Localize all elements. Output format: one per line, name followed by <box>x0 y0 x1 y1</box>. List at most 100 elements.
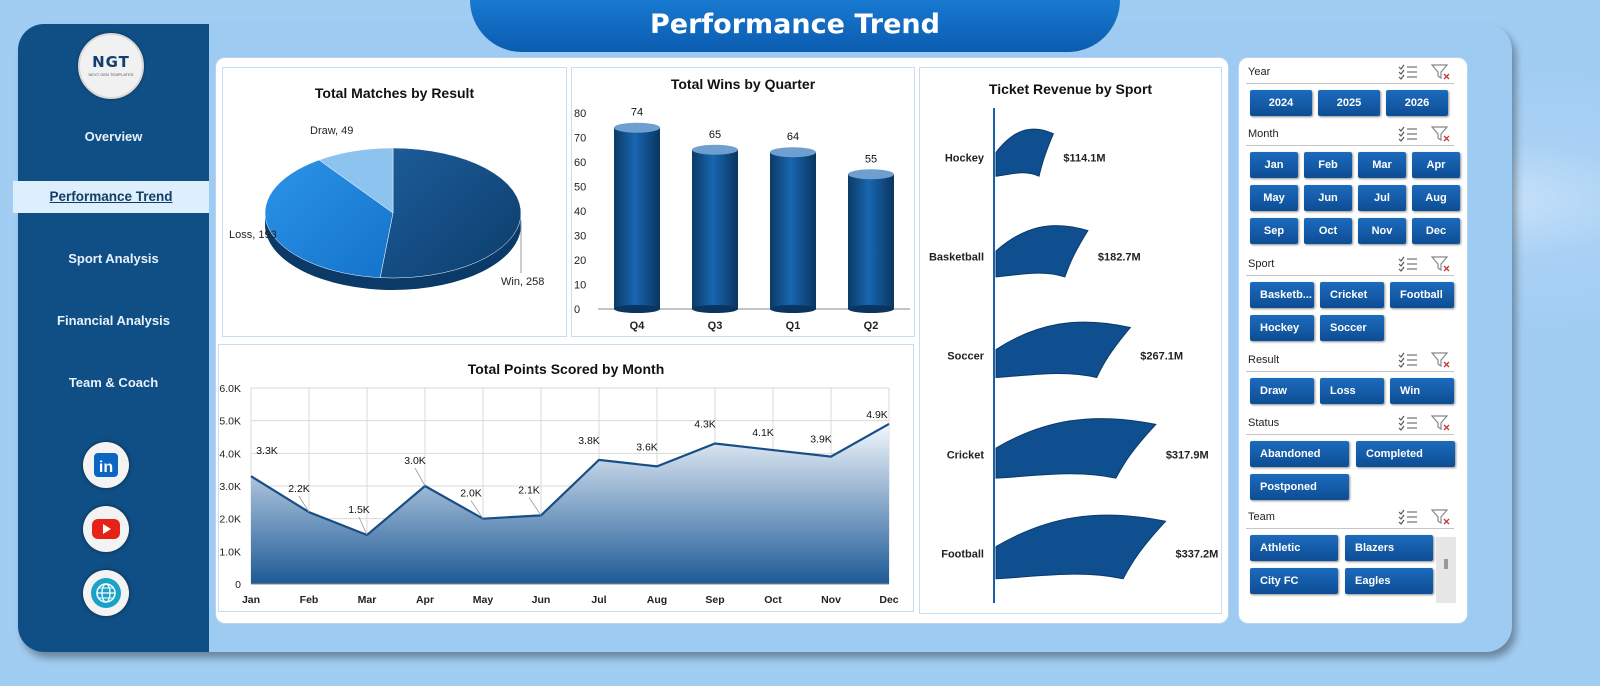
a-line <box>250 422 890 537</box>
r-category-label: Soccer <box>947 351 984 363</box>
quarter-bar-chart: 0 10 20 30 40 50 60 70 80 74 Q4 65 Q3 64 Q1 55 Q2 <box>574 107 910 332</box>
clear-filter-icon[interactable] <box>1430 509 1451 530</box>
slicer-item-month[interactable]: Aug <box>1412 185 1460 211</box>
multi-select-icon[interactable] <box>1398 64 1418 85</box>
pie-label-win: Win, 258 <box>501 276 544 288</box>
clear-filter-icon[interactable] <box>1430 415 1451 436</box>
r-bar-hockey <box>995 128 1055 177</box>
slicer-item-month[interactable]: Jul <box>1358 185 1406 211</box>
globe-icon[interactable] <box>83 570 129 616</box>
r-bar-soccer <box>995 321 1132 379</box>
team-slicer-scrollbar[interactable] <box>1436 537 1456 603</box>
slicer-item-team[interactable]: Athletic <box>1250 535 1338 561</box>
slicer-item-month[interactable]: Jan <box>1250 152 1298 178</box>
multi-select-icon[interactable] <box>1398 256 1418 277</box>
slicer-item-team[interactable]: Blazers <box>1345 535 1433 561</box>
nav-financial-analysis[interactable]: Financial Analysis <box>57 313 170 328</box>
a-xtick: Apr <box>416 594 434 606</box>
clear-filter-icon[interactable] <box>1430 126 1451 147</box>
slicer-title-result: Result <box>1248 354 1280 366</box>
pie-chart-title: Total Matches by Result <box>314 85 475 101</box>
slicer-item-team[interactable]: Eagles <box>1345 568 1433 594</box>
a-leader <box>298 495 310 513</box>
quarter-chart-card: Total Wins by Quarter 0 10 20 30 40 50 60 70 80 7… <box>571 67 915 337</box>
a-ytick: 1.0K <box>219 546 241 558</box>
multi-select-icon[interactable] <box>1398 126 1418 147</box>
a-xtick: Oct <box>764 594 782 606</box>
multi-select-icon[interactable] <box>1398 509 1418 530</box>
slicer-item-month[interactable]: May <box>1250 185 1298 211</box>
a-xtick: Sep <box>705 594 724 606</box>
clear-filter-icon[interactable] <box>1430 64 1451 85</box>
a-value-label: 1.5K <box>348 504 370 516</box>
slicer-item-year[interactable]: 2025 <box>1318 90 1380 116</box>
slicer-item-month[interactable]: Apr <box>1412 152 1460 178</box>
slicer-item-status[interactable]: Abandoned <box>1250 441 1349 467</box>
r-value-label: $267.1M <box>1140 351 1183 363</box>
slicer-item-year[interactable]: 2024 <box>1250 90 1312 116</box>
q-bar-top <box>692 144 738 155</box>
q-value-label: 55 <box>865 153 877 165</box>
a-xtick: Jul <box>591 594 606 606</box>
slicer-item-month[interactable]: Mar <box>1358 152 1406 178</box>
sidebar: NGT NEXT GEN TEMPLATES Overview Performa… <box>13 24 209 652</box>
slicer-item-month[interactable]: Feb <box>1304 152 1352 178</box>
a-value-label: 4.3K <box>694 419 716 431</box>
pie-slice-win <box>379 147 522 279</box>
a-value-label: 4.1K <box>752 427 774 439</box>
slicer-item-sport[interactable]: Hockey <box>1250 315 1314 341</box>
q-ytick: 60 <box>574 157 586 169</box>
slicer-item-month[interactable]: Dec <box>1412 218 1460 244</box>
nav-overview[interactable]: Overview <box>84 129 143 144</box>
slicer-item-month[interactable]: Jun <box>1304 185 1352 211</box>
nav-team-coach[interactable]: Team & Coach <box>68 375 159 390</box>
q-bar-top <box>848 169 894 180</box>
slicer-title-month: Month <box>1248 128 1279 140</box>
a-ytick: 5.0K <box>219 416 241 428</box>
youtube-icon[interactable] <box>83 506 129 552</box>
r-value-label: $114.1M <box>1063 153 1105 165</box>
a-ytick: 2.0K <box>219 514 241 526</box>
slicer-item-status[interactable]: Postponed <box>1250 474 1349 500</box>
a-xtick: Feb <box>300 594 319 606</box>
q-bar-top <box>614 122 660 133</box>
multi-select-icon[interactable] <box>1398 352 1418 373</box>
pie-label-draw: Draw, 49 <box>310 125 353 137</box>
a-value-label: 3.9K <box>810 434 832 446</box>
q-bar-base <box>848 305 894 313</box>
slicer-divider <box>1246 371 1454 372</box>
quarter-chart-title: Total Wins by Quarter <box>670 76 816 92</box>
slicer-item-result[interactable]: Draw <box>1250 378 1314 404</box>
nav-performance-trend[interactable]: Performance Trend <box>13 181 209 213</box>
a-area <box>251 423 889 584</box>
slicer-item-result[interactable]: Loss <box>1320 378 1384 404</box>
a-value-label: 2.0K <box>460 488 482 500</box>
r-value-label: $337.2M <box>1176 549 1219 561</box>
r-bar-cricket <box>995 418 1157 479</box>
slicer-item-year[interactable]: 2026 <box>1386 90 1448 116</box>
pie-slice-loss <box>264 159 394 278</box>
q-bar-q4 <box>614 127 660 309</box>
slicer-item-month[interactable]: Oct <box>1304 218 1352 244</box>
r-value-label: $317.9M <box>1166 450 1209 462</box>
points-chart-title: Total Points Scored by Month <box>467 361 665 377</box>
linkedin-icon[interactable]: in <box>83 442 129 488</box>
multi-select-icon[interactable] <box>1398 415 1418 436</box>
slicer-item-status[interactable]: Completed <box>1356 441 1455 467</box>
a-xtick: Mar <box>358 594 377 606</box>
slicer-item-result[interactable]: Win <box>1390 378 1454 404</box>
slicer-item-team[interactable]: City FC <box>1250 568 1338 594</box>
scrollbar-thumb[interactable] <box>1444 559 1448 569</box>
slicer-item-month[interactable]: Sep <box>1250 218 1298 244</box>
q-ytick: 40 <box>574 206 586 218</box>
clear-filter-icon[interactable] <box>1430 256 1451 277</box>
nav-sport-analysis[interactable]: Sport Analysis <box>68 251 159 266</box>
slicer-divider <box>1246 145 1454 146</box>
slicer-item-sport[interactable]: Cricket <box>1320 282 1384 308</box>
a-leader <box>528 497 542 516</box>
slicer-item-month[interactable]: Nov <box>1358 218 1406 244</box>
slicer-item-sport[interactable]: Football <box>1390 282 1454 308</box>
slicer-item-sport[interactable]: Basketb... <box>1250 282 1314 308</box>
slicer-item-sport[interactable]: Soccer <box>1320 315 1384 341</box>
clear-filter-icon[interactable] <box>1430 352 1451 373</box>
